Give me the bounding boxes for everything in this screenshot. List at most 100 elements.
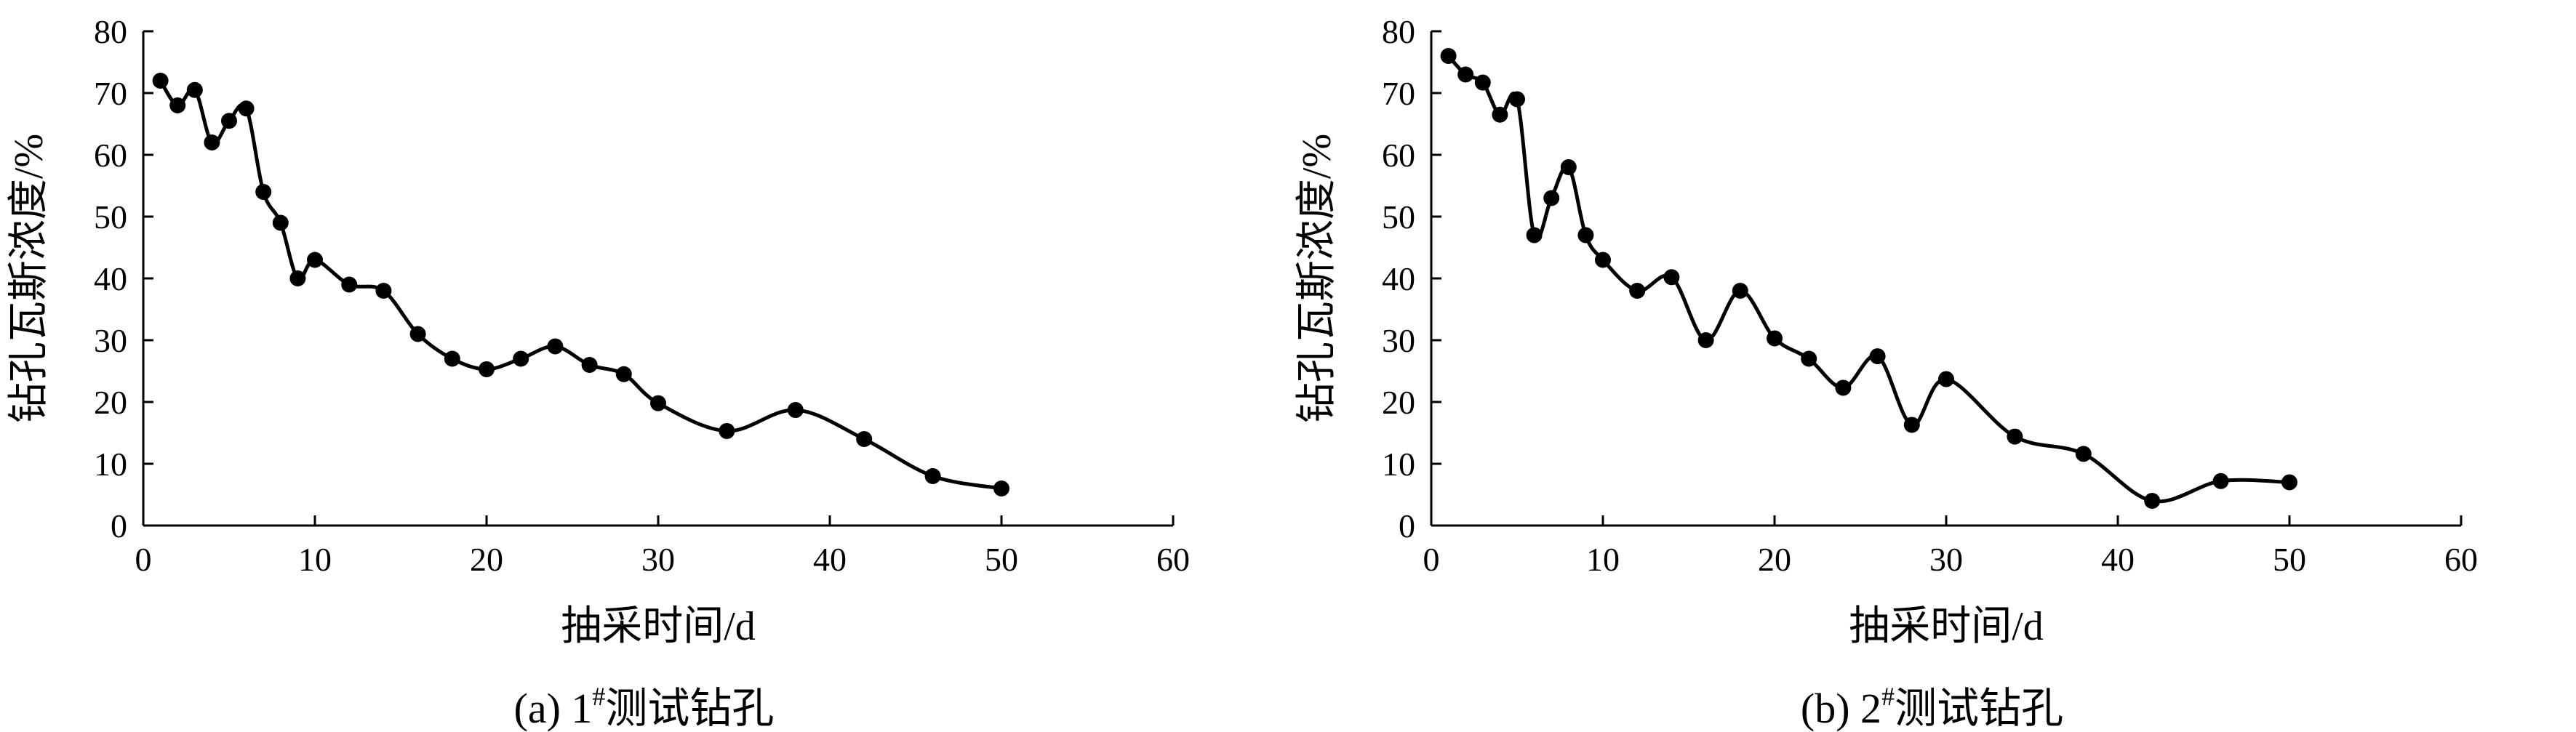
chart-a-y-tick-label: 70 <box>94 75 127 112</box>
chart-b-caption: (b) 2#测试钻孔 <box>1288 673 2576 732</box>
chart-a-y-tick-label: 40 <box>94 260 127 297</box>
chart-b-data-point <box>1492 106 1508 123</box>
chart-b-x-tick-label: 40 <box>2101 541 2135 578</box>
chart-b-data-point <box>2007 428 2023 445</box>
chart-b-y-tick-label: 20 <box>1382 384 1415 421</box>
chart-a-x-axis-title: 抽采时间/d <box>561 604 756 649</box>
chart-b-data-point <box>1474 74 1491 91</box>
chart-b-y-tick-label: 30 <box>1382 322 1415 359</box>
chart-a-data-point <box>307 252 323 268</box>
chart-a-data-point <box>152 73 169 89</box>
chart-b-y-tick-label: 60 <box>1382 137 1415 174</box>
chart-a-data-point <box>221 113 237 129</box>
chart-b-y-tick-label: 80 <box>1382 13 1415 50</box>
chart-a-data-point <box>993 480 1009 496</box>
chart-panel-a: 0 10 20 30 40 50 60 0 10 20 30 40 50 60 70 80 抽采时间/d 钻孔瓦斯… <box>0 0 1288 732</box>
chart-b-data-point <box>1509 91 1525 108</box>
chart-b-y-axis-title: 钻孔瓦斯浓度/% <box>1295 134 1340 423</box>
chart-a-data-point <box>289 270 306 286</box>
chart-b-plot: 0 10 20 30 40 50 60 0 10 20 30 40 50 60 70 80 抽采时间/d 钻孔瓦斯… <box>1295 13 2478 649</box>
chart-b-y-tick-label: 40 <box>1382 260 1415 297</box>
chart-b-data-point <box>1767 330 1783 347</box>
chart-a-y-tick-label: 0 <box>111 507 127 544</box>
chart-a-caption: (a) 1#测试钻孔 <box>0 673 1288 732</box>
chart-b-x-tick-label: 10 <box>1586 541 1620 578</box>
chart-a-data-point <box>719 422 735 439</box>
chart-b-y-tick-label: 10 <box>1382 446 1415 483</box>
chart-b-data-point <box>1903 417 1920 433</box>
chart-b-data-point <box>1440 48 1457 64</box>
chart-a-y-axis-title: 钻孔瓦斯浓度/% <box>7 134 52 423</box>
chart-a-y-tick-label: 50 <box>94 198 127 236</box>
chart-a-data-point <box>272 214 289 231</box>
chart-b-data-point <box>1560 159 1577 175</box>
chart-b-y-tick-label: 50 <box>1382 198 1415 236</box>
chart-a-x-tick-label: 0 <box>135 541 152 578</box>
chart-a-y-tick-label: 10 <box>94 446 127 483</box>
chart-a-data-point <box>186 81 203 98</box>
chart-b-data-point <box>1663 269 1680 286</box>
chart-a-y-tick-label: 60 <box>94 137 127 174</box>
chart-a-y-tick-label: 30 <box>94 322 127 359</box>
chart-a-data-point <box>650 395 666 411</box>
chart-a-series-line <box>159 79 1002 491</box>
chart-b-data-point <box>1801 350 1817 367</box>
chart-a-data-point <box>479 361 495 377</box>
chart-a-caption-suffix: 测试钻孔 <box>605 685 775 732</box>
chart-b-data-point <box>1457 66 1474 83</box>
chart-b-data-point <box>2144 493 2161 509</box>
chart-a-x-tick-label: 20 <box>470 541 503 578</box>
chart-a-data-point <box>547 338 564 355</box>
chart-b-y-tick-label: 0 <box>1399 507 1415 544</box>
chart-b-caption-suffix: 测试钻孔 <box>1895 685 2064 732</box>
chart-b-x-tick-label: 0 <box>1423 541 1440 578</box>
chart-a-data-point <box>238 100 255 117</box>
chart-a-x-tick-label: 60 <box>1156 541 1190 578</box>
chart-b-data-point <box>1835 379 1852 396</box>
chart-b-data-point <box>1526 227 1543 244</box>
chart-b-data-point <box>1697 332 1714 348</box>
chart-b-data-point <box>2212 472 2229 489</box>
chart-a-data-point <box>341 276 358 293</box>
chart-a-data-point <box>255 184 272 200</box>
chart-b-data-point <box>2281 474 2297 491</box>
chart-a-data-point <box>169 97 186 113</box>
chart-b-data-point <box>1732 283 1748 299</box>
chart-a-data-point <box>581 357 598 373</box>
chart-a-data-point <box>924 468 941 484</box>
chart-a-data-point <box>787 402 804 419</box>
chart-b-caption-prefix: (b) 2 <box>1800 685 1882 732</box>
chart-b-x-tick-label: 60 <box>2444 541 2478 578</box>
chart-b-data-point <box>1629 283 1646 299</box>
chart-a-y-tick-label: 20 <box>94 384 127 421</box>
chart-a-x-tick-label: 50 <box>985 541 1018 578</box>
chart-a-data-point <box>204 134 220 150</box>
chart-panel-b: 0 10 20 30 40 50 60 0 10 20 30 40 50 60 70 80 抽采时间/d 钻孔瓦斯… <box>1288 0 2576 732</box>
chart-a-y-tick-label: 80 <box>94 13 127 50</box>
chart-b-data-point <box>1938 371 1954 387</box>
chart-a-data-point <box>409 326 426 342</box>
chart-b-y-tick-label: 70 <box>1382 75 1415 112</box>
chart-a-x-tick-label: 40 <box>813 541 847 578</box>
chart-a-data-point <box>444 350 460 367</box>
chart-b-x-tick-label: 30 <box>1929 541 1963 578</box>
chart-b-x-axis-title: 抽采时间/d <box>1849 604 2044 649</box>
chart-a-x-tick-label: 30 <box>641 541 675 578</box>
chart-b-data-point <box>1543 190 1560 206</box>
chart-a-data-point <box>856 431 873 447</box>
chart-b-x-tick-label: 20 <box>1758 541 1791 578</box>
chart-b-data-point <box>1869 348 1886 365</box>
chart-b-x-tick-label: 50 <box>2273 541 2306 578</box>
chart-b-data-point <box>2075 446 2092 462</box>
chart-a-x-tick-label: 10 <box>298 541 332 578</box>
chart-a-data-point <box>513 350 529 367</box>
chart-a-plot: 0 10 20 30 40 50 60 0 10 20 30 40 50 60 70 80 抽采时间/d 钻孔瓦斯… <box>7 13 1190 649</box>
chart-b-series-line <box>1447 55 2290 504</box>
chart-a-data-point <box>615 366 632 382</box>
chart-b-caption-sup: # <box>1881 682 1895 711</box>
chart-a-caption-sup: # <box>592 682 606 711</box>
chart-a-data-point <box>375 283 392 299</box>
chart-b-data-point <box>1595 252 1611 268</box>
chart-b-data-point <box>1577 227 1594 244</box>
chart-a-caption-prefix: (a) 1 <box>513 685 593 732</box>
